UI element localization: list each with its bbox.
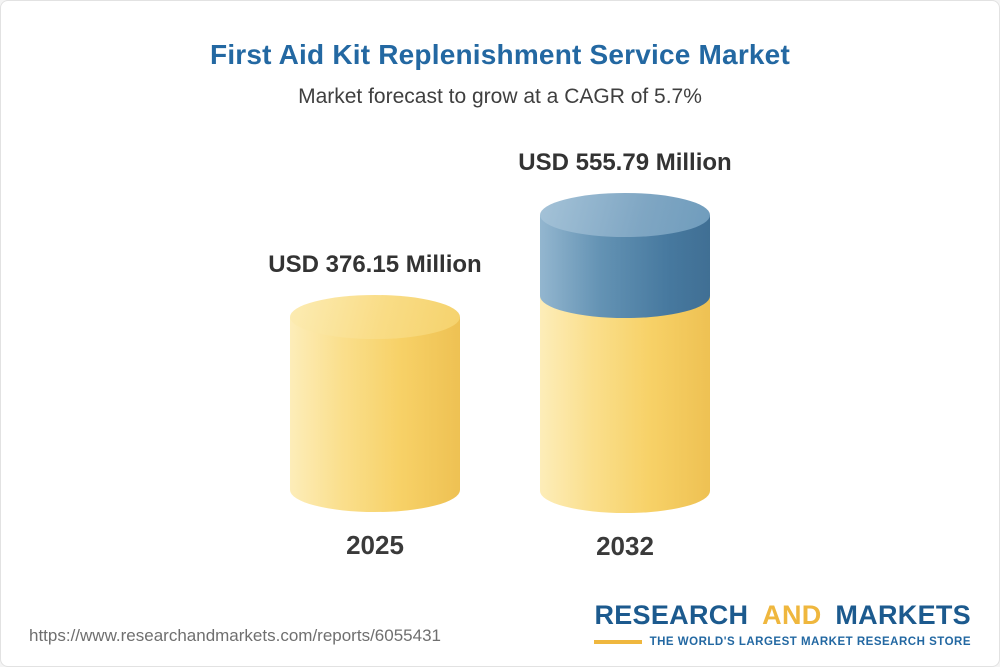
cylinder-bar-2025 xyxy=(290,295,460,512)
logo-tagline: THE WORLD'S LARGEST MARKET RESEARCH STOR… xyxy=(649,636,971,648)
logo-word-and: AND xyxy=(762,600,822,630)
logo-tagline-rule xyxy=(594,640,642,644)
cylinder-top-ellipse-blue xyxy=(540,193,710,237)
bar-group-2025: USD 376.15 Million 2025 xyxy=(260,149,490,561)
bar-group-2032: USD 555.79 Million 2032 xyxy=(510,149,740,561)
value-label-2025: USD 376.15 Million xyxy=(268,251,482,279)
chart-area: USD 376.15 Million 2025 USD 555.79 Milli… xyxy=(1,149,999,561)
chart-title: First Aid Kit Replenishment Service Mark… xyxy=(210,39,790,70)
year-label-2032: 2032 xyxy=(596,531,654,561)
chart-header: First Aid Kit Replenishment Service Mark… xyxy=(1,1,999,109)
cylinder-top-ellipse-gold xyxy=(290,295,460,340)
source-url: https://www.researchandmarkets.com/repor… xyxy=(29,626,441,645)
cylinder-body-gold xyxy=(290,317,460,512)
footer: https://www.researchandmarkets.com/repor… xyxy=(1,600,999,666)
logo-word-research: RESEARCH xyxy=(594,600,749,630)
logo-wordmark: RESEARCH AND MARKETS xyxy=(594,600,971,631)
logo-word-markets: MARKETS xyxy=(835,600,971,630)
research-and-markets-logo: RESEARCH AND MARKETS THE WORLD'S LARGEST… xyxy=(594,600,971,648)
cylinder-bar-2032 xyxy=(540,193,710,513)
value-label-2032: USD 555.79 Million xyxy=(518,149,732,176)
year-label-2025: 2025 xyxy=(346,530,404,560)
cylinder-segment-base-gold xyxy=(540,296,710,513)
chart-subtitle: Market forecast to grow at a CAGR of 5.7… xyxy=(298,85,702,108)
logo-tagline-row: THE WORLD'S LARGEST MARKET RESEARCH STOR… xyxy=(594,636,971,648)
